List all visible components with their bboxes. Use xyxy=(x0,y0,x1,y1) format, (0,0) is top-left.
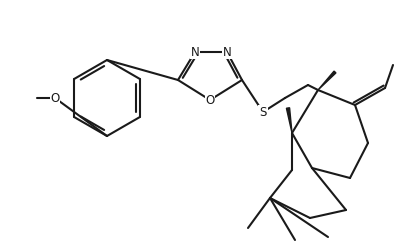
Text: O: O xyxy=(205,94,215,106)
Polygon shape xyxy=(318,71,336,90)
Text: N: N xyxy=(222,46,231,59)
Text: S: S xyxy=(259,106,266,118)
Text: O: O xyxy=(50,92,59,104)
Polygon shape xyxy=(287,108,292,133)
Text: N: N xyxy=(191,46,199,59)
